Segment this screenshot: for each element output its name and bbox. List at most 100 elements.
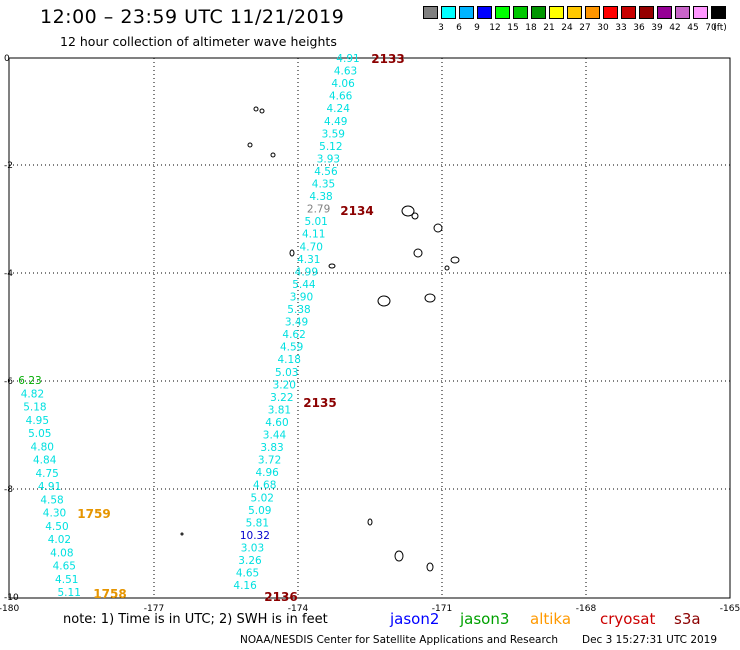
scale-label: 6	[456, 23, 462, 33]
island-outline	[259, 108, 265, 114]
scale-label: 18	[525, 23, 537, 33]
wave-height-value: 4.60	[265, 417, 288, 429]
wave-height-value: 4.62	[282, 329, 305, 341]
wave-height-value: 4.11	[302, 229, 325, 241]
wave-height-value: 5.09	[248, 505, 271, 517]
island-outline	[424, 293, 436, 303]
plot-frame	[8, 57, 731, 599]
scale-swatch	[693, 6, 708, 19]
pass-time-label: 1758	[93, 587, 126, 601]
units-note: note: 1) Time is in UTC; 2) SWH is in fe…	[63, 612, 328, 627]
wave-height-value: 3.90	[290, 291, 313, 303]
wave-height-value: 4.99	[295, 266, 318, 278]
scale-label: 24	[561, 23, 573, 33]
y-tick-label: -8	[4, 485, 13, 495]
wave-height-value: 4.02	[48, 534, 71, 546]
wave-height-value: 4.63	[334, 66, 357, 78]
wave-height-value: 4.95	[26, 415, 49, 427]
wave-height-value: 4.30	[43, 508, 66, 520]
scale-label: 70	[705, 23, 717, 33]
x-tick-label: -168	[576, 604, 597, 614]
scale-label: 33	[615, 23, 627, 33]
wave-height-value: 3.93	[317, 153, 340, 165]
island-outline	[401, 205, 415, 217]
island-outline	[450, 256, 460, 264]
scale-swatch	[513, 6, 528, 19]
wave-height-value: 5.01	[304, 216, 327, 228]
x-tick-label: -165	[720, 604, 740, 614]
wave-height-value: 4.49	[324, 116, 347, 128]
wave-height-value: 5.12	[319, 141, 342, 153]
y-tick-label: -10	[4, 593, 19, 603]
wave-height-value: 6.23	[18, 375, 41, 387]
wave-height-value: 4.38	[309, 191, 332, 203]
wave-height-value: 4.84	[33, 455, 57, 467]
satellite-jason2: jason2	[390, 610, 440, 628]
x-tick-label: -177	[144, 604, 164, 614]
wave-height-value: 3.81	[268, 404, 291, 416]
island-outline	[289, 249, 295, 257]
wave-height-value: 5.18	[23, 402, 46, 414]
wave-height-value: 5.81	[246, 517, 269, 529]
wave-height-value: 4.24	[327, 103, 351, 115]
island-outline	[247, 142, 253, 148]
scale-swatch	[441, 6, 456, 19]
pass-time-label: 2136	[264, 590, 297, 604]
wave-height-value: 3.59	[322, 128, 345, 140]
y-tick-label: 0	[4, 54, 10, 64]
scale-swatch	[459, 6, 474, 19]
x-tick-label: -171	[432, 604, 452, 614]
wave-height-value: 4.80	[31, 441, 54, 453]
wave-height-value: 4.65	[53, 561, 76, 573]
island-outline	[180, 532, 184, 536]
wave-height-value: 4.18	[278, 354, 301, 366]
scale-label: 12	[489, 23, 501, 33]
island-outline	[426, 562, 434, 572]
scale-swatch	[567, 6, 582, 19]
footer-timestamp: Dec 3 15:27:31 UTC 2019	[582, 634, 718, 646]
wave-height-value: 3.49	[285, 317, 308, 329]
wave-height-value: 4.06	[331, 78, 355, 90]
island-outline	[270, 152, 276, 158]
wave-height-value: 5.11	[58, 587, 81, 599]
wave-height-value: 5.38	[287, 304, 310, 316]
wave-height-value: 4.51	[55, 574, 78, 586]
island-outline	[253, 106, 259, 112]
y-tick-label: -4	[4, 269, 13, 279]
wave-height-value: 4.56	[314, 166, 338, 178]
wave-height-value: 4.91	[38, 481, 61, 493]
wave-height-value: 4.82	[21, 388, 44, 400]
wave-height-value: 3.72	[258, 455, 281, 467]
scale-label: (ft)	[713, 23, 727, 33]
scale-label: 21	[543, 23, 555, 33]
x-tick-label: -174	[288, 604, 309, 614]
wave-height-value: 4.66	[329, 91, 353, 103]
wave-height-value: 3.83	[260, 442, 283, 454]
wave-height-value: 10.32	[240, 530, 270, 542]
wave-height-value: 4.75	[35, 468, 58, 480]
scale-label: 42	[669, 23, 681, 33]
scale-swatch	[675, 6, 690, 19]
pass-time-label: 2134	[340, 204, 373, 218]
map-title: 12:00 – 23:59 UTC 11/21/2019	[40, 6, 345, 28]
wave-height-value: 4.65	[236, 568, 259, 580]
wave-height-value: 5.03	[275, 367, 298, 379]
y-tick-label: -2	[4, 161, 13, 171]
pass-time-label: 2135	[303, 396, 336, 410]
wave-height-value: 5.05	[28, 428, 51, 440]
wave-height-value: 4.70	[300, 241, 323, 253]
satellite-jason3: jason3	[460, 610, 510, 628]
wave-height-value: 4.59	[280, 342, 303, 354]
scale-swatch	[711, 6, 726, 19]
wave-height-value: 4.50	[45, 521, 68, 533]
wave-height-value: 3.22	[270, 392, 293, 404]
scale-label: 27	[579, 23, 591, 33]
satellite-altika: altika	[530, 610, 572, 628]
wave-height-value: 4.91	[336, 53, 359, 65]
satellite-s3a: s3a	[674, 610, 701, 628]
island-outline	[394, 550, 404, 562]
wave-height-value: 4.16	[233, 580, 257, 592]
scale-swatch	[531, 6, 546, 19]
scale-swatch	[621, 6, 636, 19]
x-tick-label: -180	[0, 604, 19, 614]
